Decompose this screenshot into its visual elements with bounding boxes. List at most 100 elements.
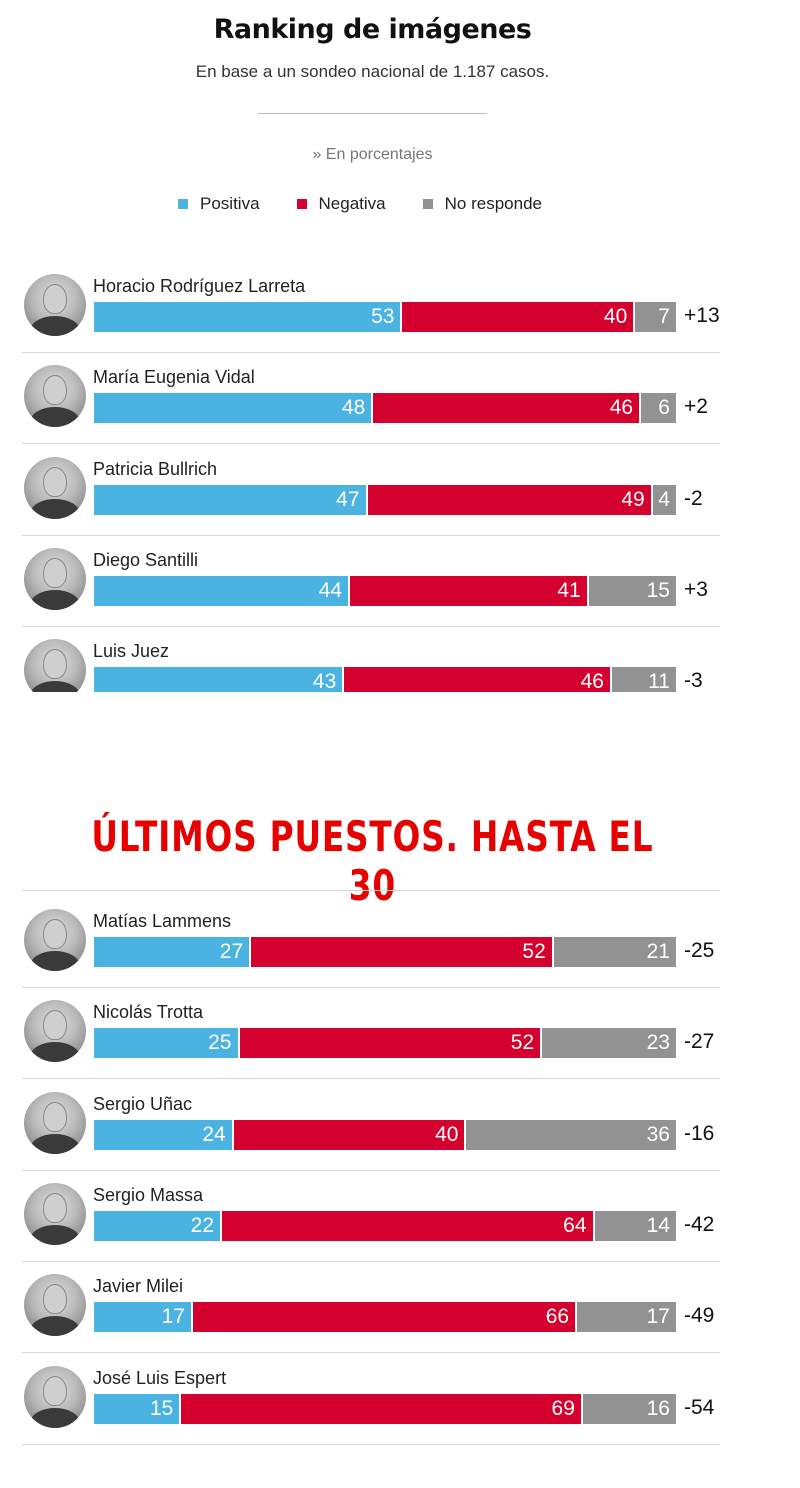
row-horacio-rodriguez-larreta: Horacio Rodríguez Larreta 53 40 7 +13	[22, 263, 720, 353]
legend-label-negativa: Negativa	[318, 194, 386, 213]
bottom-ranking-banner: ÚLTIMOS PUESTOS. HASTA EL 30	[91, 812, 654, 910]
bar-value-label: 52	[510, 1031, 535, 1055]
bar-value-label: 44	[318, 578, 343, 602]
stacked-bar: 22 64 14	[94, 1210, 676, 1241]
bar-segment-no-responde: 11	[611, 667, 676, 692]
bar-value-label: 22	[190, 1213, 215, 1237]
bar-segment-positiva: 25	[94, 1028, 240, 1059]
portrait-head	[43, 1010, 67, 1041]
portrait-shoulders	[30, 1133, 80, 1154]
portrait-head	[43, 919, 67, 949]
bar-segment-negativa: 49	[367, 484, 653, 515]
bar-value-label: 46	[580, 670, 604, 692]
net-image-value: +3	[684, 577, 708, 601]
portrait-photo	[24, 1182, 86, 1245]
person-name: José Luis Espert	[93, 1367, 227, 1388]
row-sergio-unac: Sergio Uñac 24 40 36 -16	[22, 1081, 720, 1171]
portrait-photo	[24, 547, 86, 610]
row-separator	[22, 534, 720, 536]
person-name: Sergio Massa	[93, 1184, 204, 1205]
net-image-value: -54	[684, 1395, 715, 1419]
portrait-photo	[24, 1091, 86, 1154]
chart-subtitle: En base a un sondeo nacional de 1.187 ca…	[195, 62, 550, 81]
bar-segment-no-responde: 14	[594, 1210, 676, 1241]
bar-segment-positiva: 47	[94, 484, 368, 515]
bar-segment-negativa: 46	[373, 393, 642, 424]
bar-value-label: 64	[563, 1213, 587, 1237]
bar-segment-positiva: 17	[94, 1302, 193, 1333]
row-separator	[22, 352, 720, 353]
net-image-value: -3	[684, 669, 703, 692]
bar-value-label: 21	[646, 940, 670, 963]
bar-value-label: 23	[646, 1031, 670, 1055]
portrait-shoulders	[30, 407, 80, 428]
portrait-shoulders	[30, 498, 80, 519]
bar-segment-no-responde: 16	[582, 1393, 676, 1424]
top-ranking-section: Horacio Rodríguez Larreta 53 40 7 +13 María E…	[0, 0, 800, 692]
bar-segment-negativa: 52	[251, 937, 554, 967]
bar-value-label: 6	[658, 396, 670, 420]
portrait-photo	[24, 909, 86, 971]
portrait-head	[43, 1101, 67, 1132]
bar-segment-negativa: 52	[239, 1028, 543, 1059]
stacked-bar: 48 46 6	[94, 393, 676, 424]
person-name: Horacio Rodríguez Larreta	[93, 276, 306, 296]
bar-value-label: 24	[202, 1122, 226, 1146]
legend: Positiva Negativa No responde	[178, 194, 579, 214]
person-name: Matías Lammens	[93, 911, 232, 931]
bar-segment-no-responde: 36	[466, 1119, 676, 1150]
bar-value-label: 17	[161, 1305, 185, 1329]
portrait-head	[43, 1284, 67, 1315]
portrait-head	[43, 649, 67, 680]
net-image-value: +13	[684, 304, 720, 327]
row-separator	[22, 1352, 720, 1354]
bar-value-label: 47	[336, 487, 360, 511]
bar-segment-positiva: 43	[94, 667, 345, 692]
portrait-photo	[24, 1000, 86, 1063]
bar-value-label: 41	[557, 578, 581, 602]
row-nicolas-trotta: Nicolás Trotta 25 52 23 -27	[22, 989, 720, 1080]
bar-value-label: 11	[648, 670, 670, 692]
unit-note: » En porcentajes	[312, 146, 433, 163]
person-name: Sergio Uñac	[93, 1093, 193, 1114]
legend-label-no-responde: No responde	[444, 194, 542, 213]
bar-segment-no-responde: 17	[577, 1302, 676, 1333]
stacked-bar: 47 49 4	[94, 484, 676, 515]
bar-segment-no-responde: 23	[542, 1028, 676, 1059]
portrait-photo	[24, 1274, 86, 1337]
bar-value-label: 36	[646, 1122, 670, 1146]
bar-segment-negativa: 40	[402, 302, 636, 332]
net-image-value: -2	[684, 486, 703, 510]
bar-segment-negativa: 40	[233, 1119, 467, 1150]
title-divider	[258, 113, 487, 114]
bar-value-label: 52	[522, 940, 546, 963]
portrait-shoulders	[30, 316, 80, 336]
bar-segment-negativa: 66	[192, 1302, 578, 1333]
bar-segment-negativa: 46	[344, 667, 612, 692]
portrait-photo	[24, 274, 86, 336]
bar-value-label: 40	[435, 1122, 459, 1146]
bar-value-label: 49	[621, 487, 645, 511]
bar-value-label: 15	[646, 578, 670, 602]
bar-segment-positiva: 24	[94, 1119, 234, 1150]
stacked-bar: 17 66 17	[94, 1302, 676, 1333]
stacked-bar: 53 40 7	[94, 302, 676, 332]
net-image-value: -49	[684, 1304, 715, 1328]
portrait-shoulders	[30, 1316, 80, 1337]
row-luis-juez: Luis Juez 43 46 11 -3	[22, 628, 720, 692]
bar-segment-no-responde: 7	[635, 302, 676, 332]
bar-value-label: 16	[646, 1396, 670, 1420]
bar-segment-positiva: 44	[94, 575, 351, 606]
legend-swatch-negativa	[296, 199, 307, 209]
row-patricia-bullrich: Patricia Bullrich 47 49 4 -2	[22, 446, 720, 536]
bar-segment-positiva: 48	[94, 393, 374, 424]
row-separator	[22, 1169, 720, 1171]
portrait-head	[43, 1375, 67, 1406]
bar-segment-positiva: 15	[94, 1393, 182, 1424]
portrait-head	[43, 1192, 67, 1223]
portrait-head	[43, 466, 67, 497]
person-name: Javier Milei	[93, 1276, 184, 1297]
row-separator	[22, 1443, 720, 1445]
net-image-value: -27	[684, 1030, 715, 1054]
bar-segment-no-responde: 21	[553, 937, 676, 967]
